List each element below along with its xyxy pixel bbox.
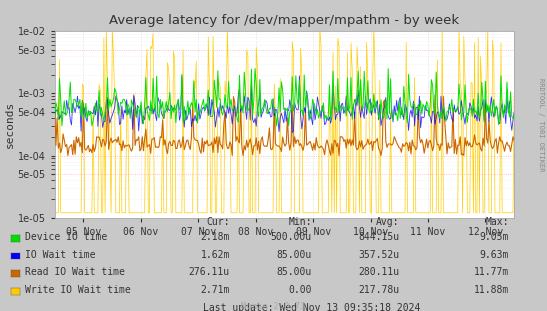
Text: 85.00u: 85.00u (277, 267, 312, 277)
Text: 276.11u: 276.11u (189, 267, 230, 277)
Text: Cur:: Cur: (206, 217, 230, 227)
Text: Last update: Wed Nov 13 09:35:18 2024: Last update: Wed Nov 13 09:35:18 2024 (203, 303, 421, 311)
Text: Munin 2.0.73: Munin 2.0.73 (241, 302, 306, 311)
Y-axis label: seconds: seconds (5, 101, 15, 148)
Text: 9.05m: 9.05m (479, 232, 509, 242)
Text: Max:: Max: (485, 217, 509, 227)
Text: 11.88m: 11.88m (474, 285, 509, 295)
Title: Average latency for /dev/mapper/mpathm - by week: Average latency for /dev/mapper/mpathm -… (109, 14, 459, 27)
Text: 2.18m: 2.18m (200, 232, 230, 242)
Text: Read IO Wait time: Read IO Wait time (25, 267, 125, 277)
Text: 9.63m: 9.63m (479, 249, 509, 259)
Text: Write IO Wait time: Write IO Wait time (25, 285, 130, 295)
Text: 280.11u: 280.11u (358, 267, 399, 277)
Text: RRDTOOL / TOBI OETIKER: RRDTOOL / TOBI OETIKER (538, 78, 544, 171)
Text: 11.77m: 11.77m (474, 267, 509, 277)
Text: Device IO time: Device IO time (25, 232, 107, 242)
Text: 217.78u: 217.78u (358, 285, 399, 295)
Text: Min:: Min: (288, 217, 312, 227)
Text: IO Wait time: IO Wait time (25, 249, 95, 259)
Text: 357.52u: 357.52u (358, 249, 399, 259)
Text: 844.15u: 844.15u (358, 232, 399, 242)
Text: Avg:: Avg: (376, 217, 399, 227)
Text: 500.00u: 500.00u (271, 232, 312, 242)
Text: 1.62m: 1.62m (200, 249, 230, 259)
Text: 2.71m: 2.71m (200, 285, 230, 295)
Text: 85.00u: 85.00u (277, 249, 312, 259)
Text: 0.00: 0.00 (288, 285, 312, 295)
